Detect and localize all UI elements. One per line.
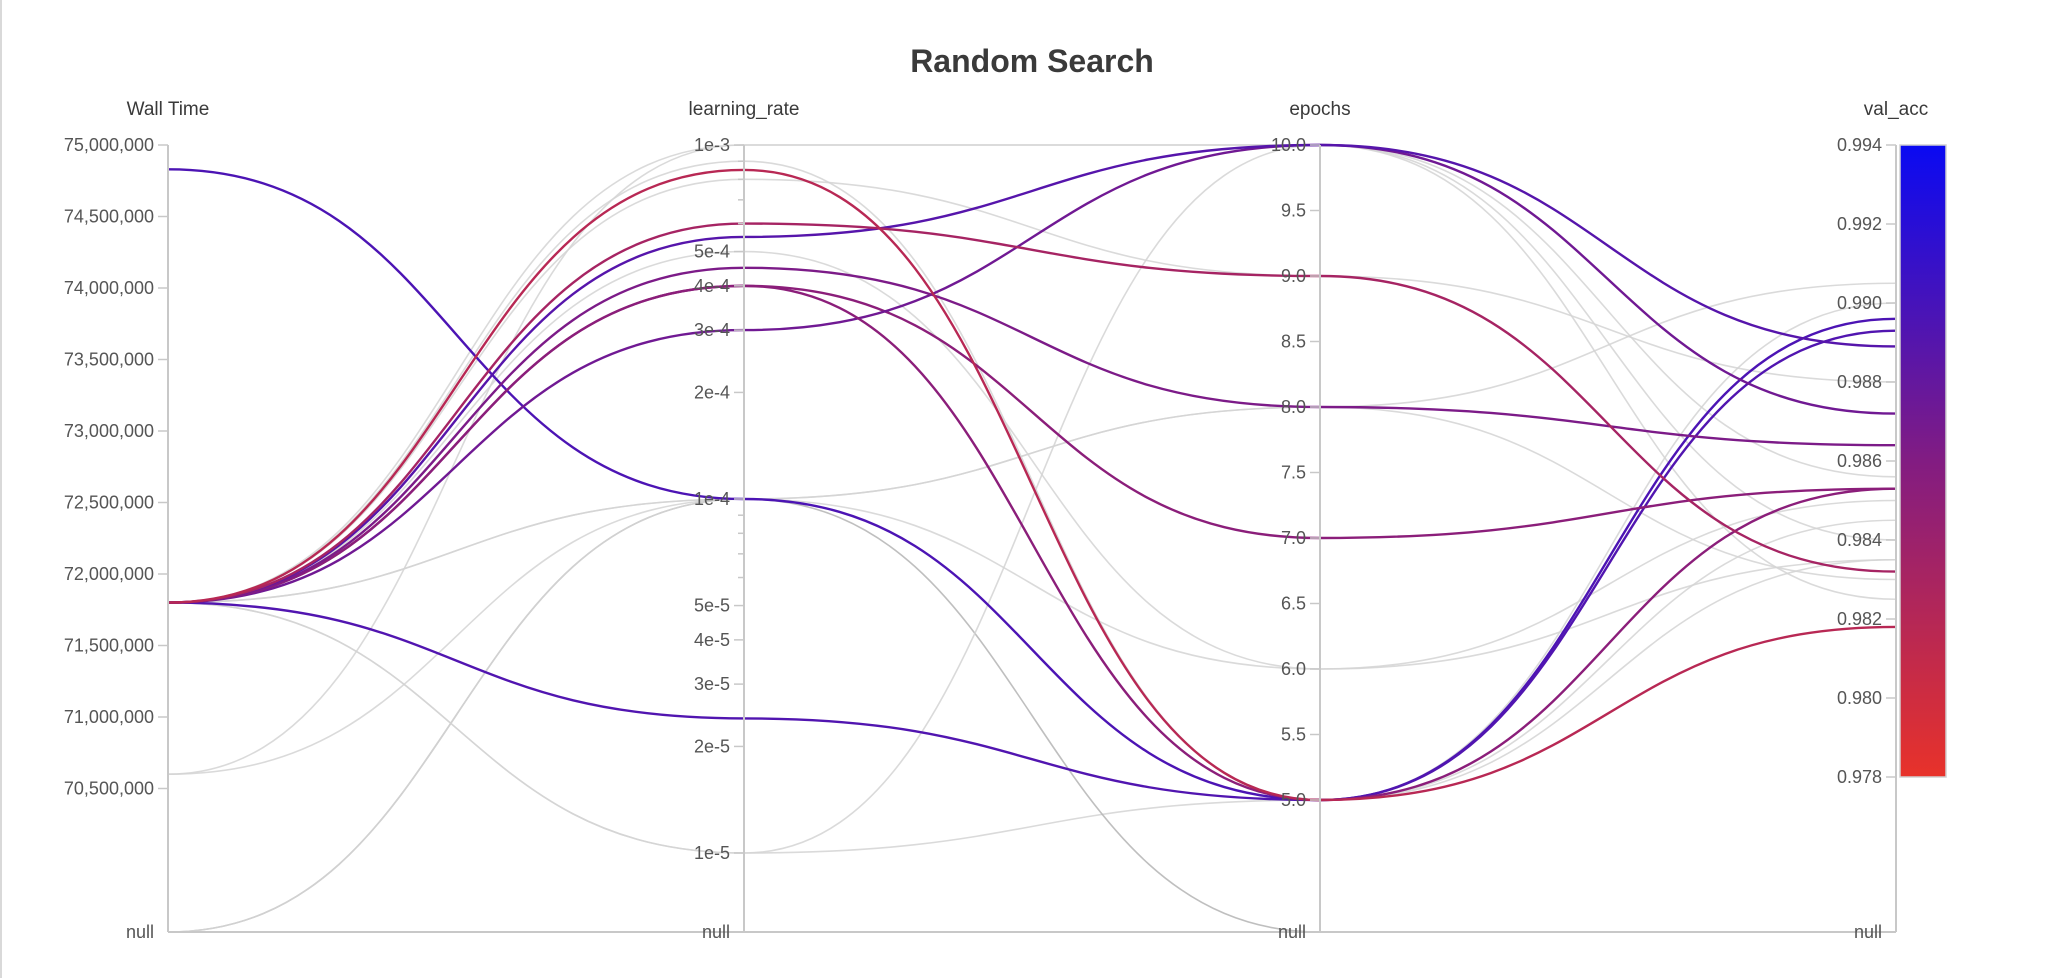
tick-label: 72,500,000 xyxy=(64,493,154,513)
tick-label: 1e-4 xyxy=(694,489,730,509)
axis-wall-time[interactable]: Wall Time 75,000,000 74,500,000 74,000,000 7… xyxy=(64,99,744,942)
tick-label: 3e-5 xyxy=(694,674,730,694)
tick-label: 0.980 xyxy=(1837,688,1882,708)
chart-title: Random Search xyxy=(910,43,1154,79)
tick-label: 0.986 xyxy=(1837,451,1882,471)
tick-label: 9.5 xyxy=(1281,201,1306,221)
run-line-inactive[interactable] xyxy=(167,302,1897,854)
axes: Wall Time 75,000,000 74,500,000 74,000,000 7… xyxy=(64,99,1928,942)
run-line-active[interactable] xyxy=(167,168,1897,802)
tick-label: 0.994 xyxy=(1837,135,1882,155)
null-tick-label: null xyxy=(702,922,730,942)
run-line-inactive[interactable] xyxy=(167,406,1897,775)
tick-label: 75,000,000 xyxy=(64,135,154,155)
tick-label: 0.990 xyxy=(1837,293,1882,313)
tick-label: 1e-5 xyxy=(694,843,730,863)
tick-label: 2e-5 xyxy=(694,736,730,756)
colorbar-gradient[interactable] xyxy=(1899,144,1947,778)
null-tick-label: null xyxy=(126,922,154,942)
tick-label: 1e-3 xyxy=(694,135,730,155)
tick-label: 4e-5 xyxy=(694,630,730,650)
run-line-active[interactable] xyxy=(167,222,1897,604)
tick-label: 0.988 xyxy=(1837,372,1882,392)
tick-label: 5.5 xyxy=(1281,725,1306,745)
tick-label: 3e-4 xyxy=(694,320,730,340)
axis-epochs[interactable]: epochs 10.0 9.5 9.0 8.5 8.0 7.5 7.0 6.5 6.0 5.5 5.0… xyxy=(1271,99,1896,942)
run-line-active[interactable] xyxy=(167,143,1897,604)
run-line-inactive[interactable] xyxy=(167,144,1897,775)
tick-label: 7.5 xyxy=(1281,463,1306,483)
axis-val-acc[interactable]: val_acc 0.994 0.992 0.990 0.988 0.986 0.984 0.9… xyxy=(1837,99,1928,942)
axis-name: learning_rate xyxy=(689,99,800,120)
run-line-inactive[interactable] xyxy=(167,250,1897,670)
tick-label: 71,000,000 xyxy=(64,707,154,727)
val-acc-colorbar xyxy=(1899,144,1947,778)
tick-label: 0.978 xyxy=(1837,767,1882,787)
active-run-lines xyxy=(167,143,1897,802)
tick-label: 4e-4 xyxy=(694,276,730,296)
run-line-inactive[interactable] xyxy=(167,160,1897,801)
tick-label: 9.0 xyxy=(1281,266,1306,286)
run-line-inactive[interactable] xyxy=(167,498,1896,933)
tick-label: 0.982 xyxy=(1837,609,1882,629)
tick-label: 74,500,000 xyxy=(64,207,154,227)
run-line-active[interactable] xyxy=(167,143,1897,604)
tick-label: 71,500,000 xyxy=(64,636,154,656)
run-line-inactive[interactable] xyxy=(167,144,1897,854)
tick-label: 8.5 xyxy=(1281,332,1306,352)
tick-label: 6.0 xyxy=(1281,659,1306,679)
tick-label: 2e-4 xyxy=(694,382,730,402)
null-tick-label: null xyxy=(1854,922,1882,942)
run-line-active[interactable] xyxy=(167,266,1897,604)
tick-label: 5.0 xyxy=(1281,790,1306,810)
axis-name: Wall Time xyxy=(127,99,210,120)
run-line-inactive[interactable] xyxy=(167,282,1897,604)
tick-label: 70,500,000 xyxy=(64,779,154,799)
tick-label: 72,000,000 xyxy=(64,564,154,584)
inactive-run-lines xyxy=(167,144,1897,933)
tick-label: 8.0 xyxy=(1281,397,1306,417)
run-line-inactive[interactable] xyxy=(167,178,1897,604)
tick-label: 7.0 xyxy=(1281,528,1306,548)
axis-learning-rate[interactable]: learning_rate 1e-3 5e-4 4e-4 3e-4 2e-4 1e-4 5e-… xyxy=(689,99,1320,942)
null-tick-label: null xyxy=(1278,922,1306,942)
tick-label: 73,500,000 xyxy=(64,350,154,370)
tick-label: 5e-5 xyxy=(694,596,730,616)
tick-label: 0.984 xyxy=(1837,530,1882,550)
axis-name: epochs xyxy=(1289,99,1350,120)
run-line-inactive[interactable] xyxy=(167,144,1897,604)
run-line-active[interactable] xyxy=(167,329,1897,802)
tick-label: 73,000,000 xyxy=(64,421,154,441)
run-line-inactive[interactable] xyxy=(167,498,1897,670)
run-line-active[interactable] xyxy=(167,168,1897,802)
tick-label: 0.992 xyxy=(1837,214,1882,234)
tick-label: 6.5 xyxy=(1281,594,1306,614)
tick-label: 10.0 xyxy=(1271,135,1306,155)
run-line-active[interactable] xyxy=(167,284,1897,802)
tick-label: 74,000,000 xyxy=(64,278,154,298)
tick-label: 5e-4 xyxy=(694,242,730,262)
axis-name: val_acc xyxy=(1864,99,1928,120)
